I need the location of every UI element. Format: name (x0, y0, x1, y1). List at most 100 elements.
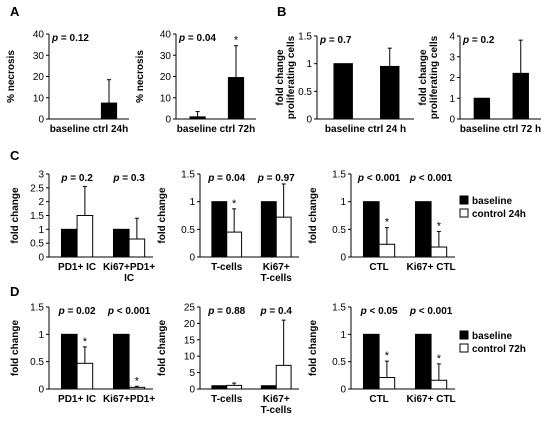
p-value: p = 0.2 (60, 173, 93, 184)
group-label-line: Ki67+ (263, 394, 290, 405)
p-value: p = 0.04 (178, 33, 216, 44)
y-axis-label: fold change (157, 187, 168, 244)
p-value: p < 0.05 (360, 306, 398, 317)
bar (189, 116, 206, 120)
y-tick-label: 4 (449, 32, 455, 43)
bar (512, 72, 529, 120)
group-label: Ki67+ T-cells (261, 394, 293, 416)
y-axis-label-line: fold change (275, 49, 286, 106)
p-rest: < 0.05 (367, 306, 398, 317)
y-tick-label: 1 (38, 330, 44, 341)
category-labels: baseline ctrl 24 h (325, 124, 406, 135)
group-label: PD1+ IC (58, 262, 96, 273)
p-rest: = 0.12 (58, 33, 89, 44)
bar (100, 102, 118, 120)
bar-baseline (60, 333, 78, 390)
y-axis-label: fold change (10, 320, 21, 377)
bar-baseline (112, 333, 130, 390)
bar-baseline (362, 333, 380, 390)
bar-baseline (260, 201, 277, 258)
chart-a1: 0 10 20 30 40 % necrosis baseline ctrl 24h p = … (6, 30, 129, 135)
bar-control (430, 246, 448, 258)
p-value: p < 0.001 (357, 173, 401, 184)
significance-star: * (234, 35, 239, 47)
p-symbol: p (178, 33, 185, 44)
y-tick-label: 1.5 (332, 170, 346, 181)
p-symbol: p (207, 306, 214, 317)
bar-control (378, 243, 396, 258)
legend-c: baseline control 24h (459, 195, 526, 220)
y-axis-label: % necrosis (135, 50, 146, 103)
p-symbol: p (260, 306, 267, 317)
chart-d3: 0 0.5 1 1.5 fold change * p < 0.05 CTL * p < 0.00… (308, 303, 456, 406)
p-rest: < 0.001 (114, 306, 151, 317)
y-tick-label: 0.5 (332, 357, 346, 368)
bar-control (76, 362, 94, 390)
y-tick-label: 15 (184, 335, 196, 346)
y-tick-label: 3 (38, 170, 44, 181)
y-axis-label-line: proliferating cells (286, 35, 297, 119)
group-label: CTL (369, 394, 388, 405)
p-rest: = 0.2 (469, 35, 495, 46)
bar-baseline (60, 228, 78, 258)
group-label: T-cells (211, 262, 243, 273)
y-tick-label: 2.5 (30, 183, 44, 194)
y-tick-label: 0 (165, 115, 171, 126)
y-tick-label: 1.5 (181, 170, 195, 181)
significance-star: * (437, 221, 442, 233)
y-axis-label: fold change (157, 320, 168, 377)
p-value: p < 0.001 (409, 173, 453, 184)
y-tick-label: 1 (189, 197, 195, 208)
p-rest: < 0.001 (416, 306, 453, 317)
group-label-line: T-cells (261, 405, 293, 416)
y-axis-label: fold change (308, 320, 319, 377)
group-label-line: T-cells (261, 273, 293, 284)
chart-d1: 0 0.5 1 1.5 fold change * p = 0.02 PD1+ IC * p < … (10, 303, 155, 406)
p-symbol: p (107, 306, 114, 317)
bar-control (76, 215, 94, 258)
y-tick-label: 20 (184, 319, 196, 330)
p-symbol: p (360, 306, 367, 317)
y-tick-label: 3 (449, 52, 455, 63)
legend-swatch-baseline (459, 195, 469, 205)
group-label: Ki67+PD1+ IC (103, 262, 155, 284)
bar-control (430, 379, 448, 390)
y-tick-label: 0.5 (30, 239, 44, 250)
group-label-line: IC (124, 273, 134, 284)
bar (473, 97, 491, 120)
legend-label: control 72h (472, 344, 526, 355)
chart-c1: 0 0.5 1 1.5 2 2.5 3 fold change p = 0.2 PD1+ IC p … (10, 170, 155, 285)
p-symbol: p (58, 306, 65, 317)
legend-label: baseline (472, 196, 512, 207)
p-rest: = 0.04 (214, 173, 245, 184)
y-tick-label: 0 (449, 115, 455, 126)
y-tick-label: 10 (184, 352, 196, 363)
legend-label: control 24h (472, 209, 526, 220)
legend-swatch-control (459, 343, 469, 353)
p-value: p = 0.12 (51, 33, 89, 44)
significance-star: * (232, 198, 237, 210)
category-label: ctrl 72h (217, 124, 255, 135)
legend-label: baseline (472, 331, 512, 342)
p-symbol: p (207, 173, 214, 184)
y-tick-label: 20 (33, 72, 45, 83)
y-tick-label: 0 (306, 115, 312, 126)
significance-star: * (385, 350, 390, 362)
y-axis-label: fold change (10, 187, 21, 244)
p-symbol: p (357, 173, 364, 184)
p-rest: = 0.2 (67, 173, 93, 184)
p-value: p = 0.88 (207, 306, 245, 317)
p-value: p = 0.3 (112, 173, 145, 184)
chart-a2: 0 10 20 30 40 % necrosis * baseline ctrl 72h p =… (135, 30, 256, 135)
group-label: PD1+ IC (58, 394, 96, 405)
y-tick-label: 0 (38, 115, 44, 126)
y-tick-label: 30 (160, 51, 172, 62)
y-axis-label: % necrosis (6, 50, 17, 103)
y-tick-label: 0 (189, 253, 195, 264)
p-rest: < 0.001 (364, 173, 401, 184)
chart-c3: 0 0.5 1 1.5 fold change * p < 0.001 CTL * p < 0.0… (308, 170, 456, 274)
y-tick-label: 10 (33, 93, 45, 104)
p-rest: = 0.04 (185, 33, 216, 44)
